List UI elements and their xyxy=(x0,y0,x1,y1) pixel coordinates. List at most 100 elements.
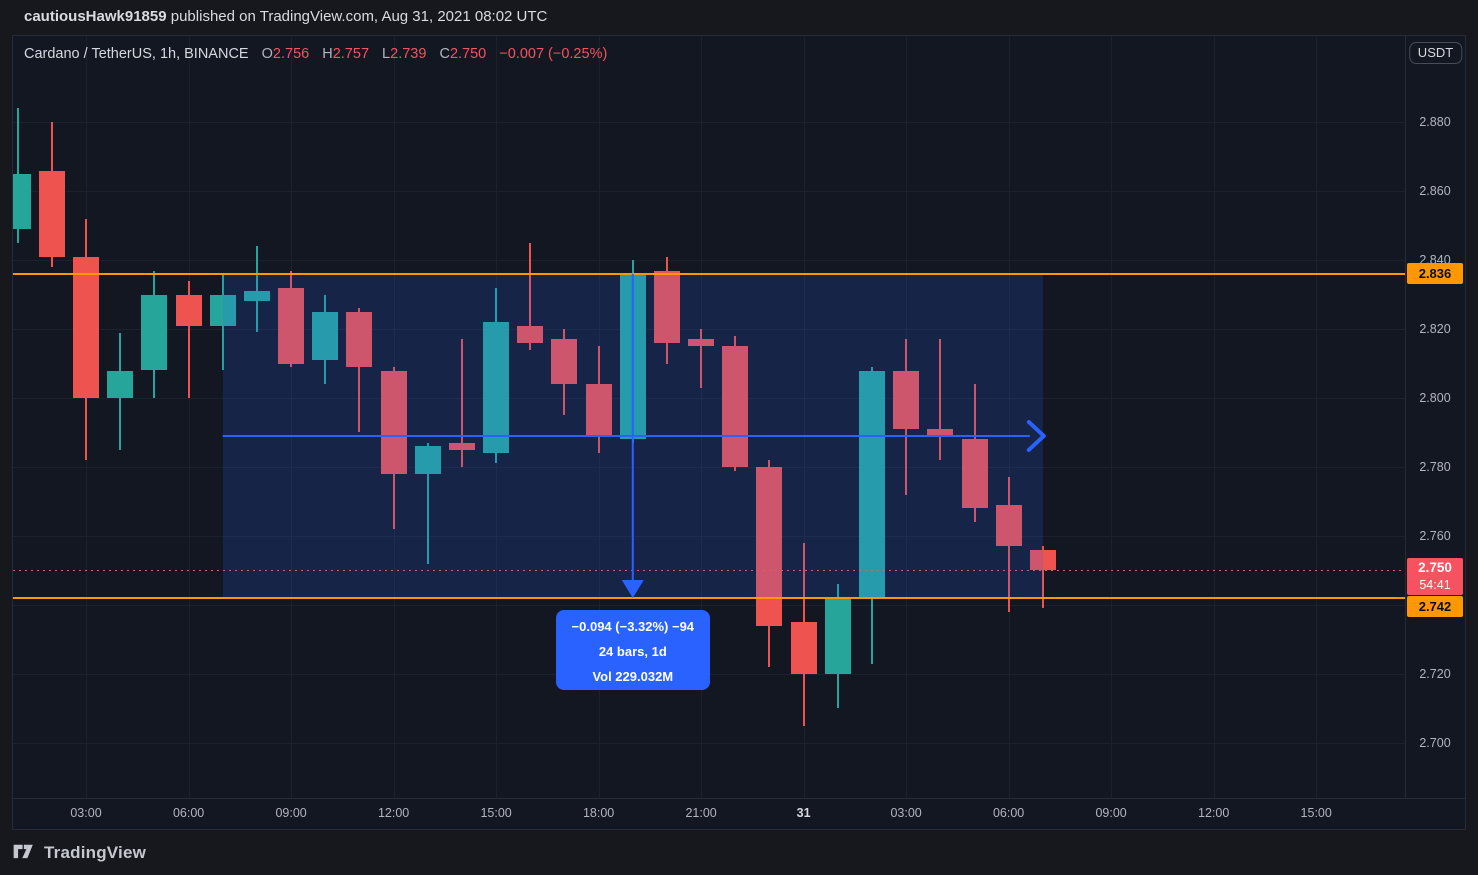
currency-button[interactable]: USDT xyxy=(1408,42,1463,64)
measure-down-arrow-icon xyxy=(621,580,644,599)
time-tick-label: 18:00 xyxy=(582,806,615,820)
published-text: published on TradingView.com, Aug 31, 20… xyxy=(166,8,548,25)
vertical-gridline xyxy=(1213,36,1215,798)
ohlc-low-value: 2.739 xyxy=(390,46,427,62)
candle-wick xyxy=(1041,546,1044,609)
candle-body xyxy=(653,270,680,343)
measure-right-arrow-icon xyxy=(1026,419,1046,452)
tradingview-logo-icon[interactable] xyxy=(13,844,36,862)
horizontal-gridline xyxy=(13,742,1405,744)
measure-tooltip: −0.094 (−3.32%) −94 24 bars, 1d Vol 229.… xyxy=(555,610,710,690)
candle-body xyxy=(859,370,885,599)
horizontal-gridline xyxy=(13,122,1405,124)
chart-widget: Cardano / TetherUS, 1h, BINANCE O2.756 H… xyxy=(12,35,1466,830)
time-tick-label: 03:00 xyxy=(890,806,922,820)
ohlc-high-label: H xyxy=(322,46,333,62)
ohlc-close-label: C xyxy=(439,46,450,62)
candle-body xyxy=(961,439,988,509)
time-tick-label: 03:00 xyxy=(70,806,102,820)
price-tick-label: 2.760 xyxy=(1419,529,1451,543)
candle-body xyxy=(243,291,270,302)
candle-body xyxy=(346,311,373,367)
time-tick-label: 09:00 xyxy=(275,806,307,820)
price-tick-label: 2.720 xyxy=(1419,666,1451,681)
candle-body xyxy=(278,287,305,364)
time-axis[interactable]: 03:00 06:00 09:00 12:00 15:00 18:00 21:00 31 03:… xyxy=(13,798,1465,829)
candle-wick xyxy=(939,339,942,461)
footer: TradingView xyxy=(13,843,146,863)
vertical-gridline xyxy=(1008,36,1010,798)
horizontal-gridline xyxy=(13,467,1405,468)
horizontal-gridline xyxy=(13,604,1405,606)
candle-body xyxy=(73,256,99,399)
candle-wick xyxy=(426,442,429,564)
candle-body xyxy=(824,598,851,674)
time-tick-label: 15:00 xyxy=(1300,806,1332,820)
vertical-gridline xyxy=(1111,36,1113,798)
candle-body xyxy=(585,384,612,436)
ohlc-close-value: 2.750 xyxy=(449,46,487,62)
candle-body xyxy=(414,446,441,474)
line-price-label-lower: 2.742 xyxy=(1407,596,1463,618)
price-axis[interactable]: USDT 2.880 2.860 2.840 2.820 2.800 2.780 2.760… xyxy=(1405,36,1465,798)
candle-wick xyxy=(187,280,190,398)
candle-body xyxy=(380,370,407,474)
candle-body xyxy=(790,622,817,674)
time-tick-label: 15:00 xyxy=(480,806,512,820)
tradingview-brand[interactable]: TradingView xyxy=(44,843,147,862)
candle-body xyxy=(995,504,1022,547)
price-tick-label: 2.860 xyxy=(1419,184,1451,199)
price-change: −0.007 (−0.25%) xyxy=(499,46,608,62)
horizontal-gridline xyxy=(13,398,1405,399)
candle-body xyxy=(517,325,544,343)
vertical-gridline xyxy=(701,36,703,798)
candle-body xyxy=(756,467,783,626)
measure-change: −0.094 (−3.32%) −94 xyxy=(571,619,695,634)
horizontal-line-drawing-upper[interactable] xyxy=(13,272,1405,275)
ohlc-open-label: O xyxy=(261,46,273,62)
measure-arrows xyxy=(222,273,1046,599)
bar-countdown: 54:41 xyxy=(1419,578,1451,593)
vertical-gridline xyxy=(188,36,190,798)
horizontal-line-drawing-lower[interactable] xyxy=(13,597,1405,599)
symbol-legend: Cardano / TetherUS, 1h, BINANCE O2.756 H… xyxy=(24,46,607,62)
chart-pane[interactable]: −0.094 (−3.32%) −94 24 bars, 1d Vol 229.… xyxy=(13,36,1405,798)
time-tick-label: 12:00 xyxy=(377,806,410,820)
horizontal-gridline xyxy=(13,536,1405,537)
symbol-title: Cardano / TetherUS, 1h, BINANCE xyxy=(24,46,249,62)
ohlc-open-value: 2.756 xyxy=(272,46,310,62)
candle-wick xyxy=(700,329,703,388)
candle-body xyxy=(312,311,339,361)
candle-body xyxy=(483,322,510,454)
measure-volume: Vol 229.032M xyxy=(592,669,674,684)
horizontal-gridline xyxy=(13,260,1405,262)
candle-body xyxy=(722,346,749,467)
candle-wick xyxy=(358,308,361,433)
line-price-label-upper: 2.836 xyxy=(1407,263,1463,285)
vertical-gridline xyxy=(1316,36,1318,798)
time-tick-label: 06:00 xyxy=(172,806,205,820)
candle-body xyxy=(927,429,954,436)
time-tick-label: 06:00 xyxy=(992,806,1025,820)
vertical-gridline xyxy=(803,36,805,798)
candle-body xyxy=(448,442,475,450)
candle-body xyxy=(107,370,134,399)
price-tick-label: 2.800 xyxy=(1419,391,1451,405)
price-tick-label: 2.780 xyxy=(1419,460,1451,474)
ohlc-high-value: 2.757 xyxy=(332,46,370,62)
published-bar: cautiousHawk91859 published on TradingVi… xyxy=(24,8,547,25)
candle-body xyxy=(551,339,578,385)
price-tick-label: 2.700 xyxy=(1419,735,1451,750)
time-tick-label: 12:00 xyxy=(1198,806,1230,820)
horizontal-gridline xyxy=(13,329,1405,331)
horizontal-gridline xyxy=(13,191,1405,193)
candle-wick xyxy=(460,339,463,467)
ohlc-low-label: L xyxy=(382,46,391,62)
last-price-value: 2.750 xyxy=(1418,560,1452,576)
time-tick-label: 21:00 xyxy=(685,806,717,820)
publisher-username: cautiousHawk91859 xyxy=(24,8,167,25)
candle-body xyxy=(175,294,202,326)
candle-body xyxy=(38,170,65,257)
price-tick-label: 2.820 xyxy=(1419,322,1451,337)
time-tick-label: 09:00 xyxy=(1095,806,1127,820)
